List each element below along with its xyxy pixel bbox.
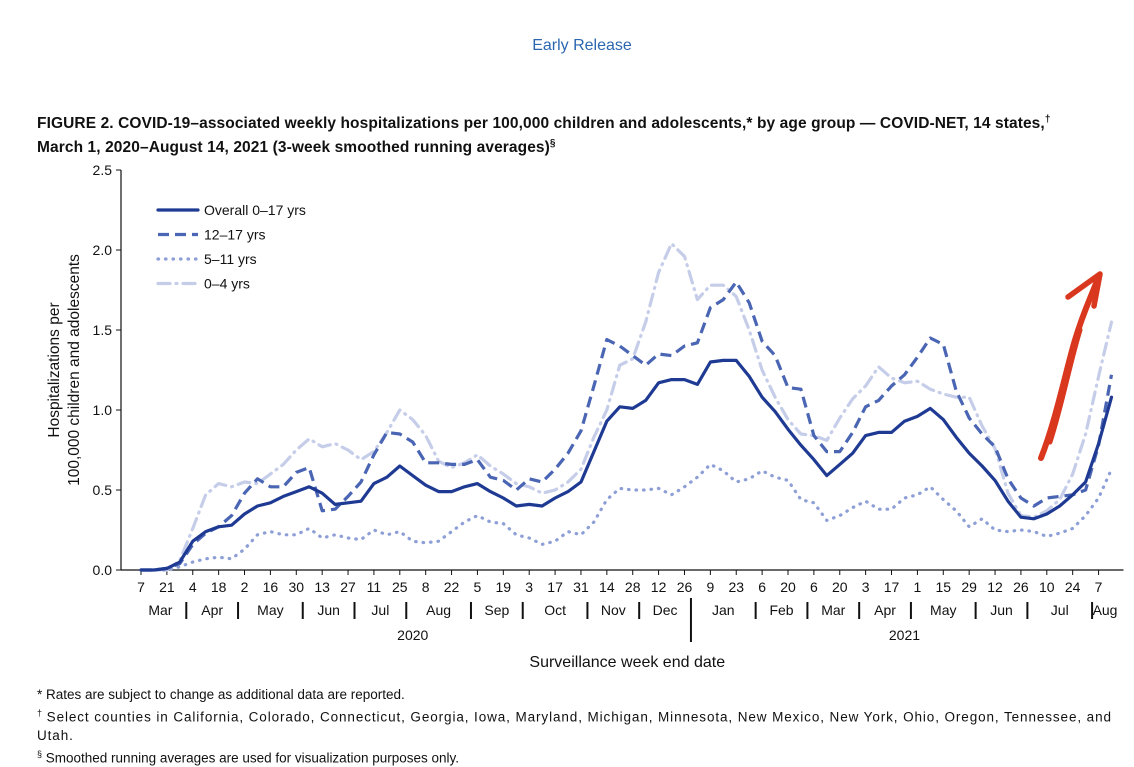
x-tick-label: 19 [496, 579, 512, 595]
x-tick-label: 6 [810, 579, 818, 595]
month-label: Dec [653, 602, 678, 618]
month-label: Nov [601, 602, 626, 618]
x-tick-label: 5 [474, 579, 482, 595]
legend-label-4: 0–4 yrs [204, 276, 250, 292]
year-label: 2020 [397, 627, 428, 643]
x-tick-label: 8 [422, 579, 430, 595]
month-label: Jan [712, 602, 735, 618]
y-tick-label: 2.0 [93, 242, 113, 258]
x-tick-label: 27 [340, 579, 356, 595]
x-tick-label: 6 [758, 579, 766, 595]
x-tick-label: 17 [884, 579, 900, 595]
y-axis-title-line2: 100,000 children and adolescents [66, 254, 83, 486]
x-tick-label: 26 [677, 579, 693, 595]
footnote-smoothing-text: Smoothed running averages are used for v… [42, 750, 459, 765]
x-tick-label: 9 [706, 579, 714, 595]
x-tick-label: 28 [625, 579, 641, 595]
x-tick-label: 22 [444, 579, 460, 595]
month-label: Aug [426, 602, 451, 618]
footnote-counties-text: Select counties in California, Colorado,… [37, 710, 1112, 743]
series-line-1 [141, 360, 1112, 570]
y-tick-label: 0.5 [93, 482, 113, 498]
x-tick-label: 30 [288, 579, 304, 595]
x-tick-label: 1 [914, 579, 922, 595]
chart-series [141, 244, 1112, 570]
x-tick-label: 7 [1095, 579, 1103, 595]
month-label: Oct [544, 602, 566, 618]
red-arrow-head [1068, 274, 1100, 306]
chart-annotation [1041, 274, 1100, 458]
footnotes: * Rates are subject to change as additio… [37, 686, 1127, 767]
x-tick-label: 29 [961, 579, 977, 595]
series-line-2 [141, 282, 1112, 570]
x-tick-label: 16 [263, 579, 279, 595]
x-axis-title: Surveillance week end date [529, 654, 725, 671]
footnote-rates: * Rates are subject to change as additio… [37, 686, 1127, 704]
y-tick-label: 1.5 [93, 322, 113, 338]
x-tick-label: 18 [211, 579, 227, 595]
x-tick-label: 2 [241, 579, 249, 595]
chart-legend: Overall 0–17 yrs 12–17 yrs 5–11 yrs 0–4 yrs [158, 202, 306, 292]
x-tick-label: 20 [832, 579, 848, 595]
series-line-3 [141, 464, 1112, 570]
month-label: May [930, 602, 956, 618]
x-tick-label: 11 [367, 579, 382, 595]
month-label: Mar [821, 602, 845, 618]
x-tick-label: 26 [1013, 579, 1029, 595]
legend-label-2: 12–17 yrs [204, 227, 265, 243]
y-axis-title-line1: Hospitalizations per [46, 302, 63, 437]
month-label: Jul [1051, 602, 1069, 618]
month-label: Jun [317, 602, 340, 618]
x-tick-label: 12 [651, 579, 667, 595]
x-tick-label: 23 [728, 579, 744, 595]
x-tick-label: 31 [573, 579, 589, 595]
month-label: May [257, 602, 283, 618]
x-tick-label: 21 [159, 579, 175, 595]
x-tick-label: 20 [780, 579, 796, 595]
x-tick-label: 15 [935, 579, 951, 595]
month-label: Apr [201, 602, 223, 618]
month-label: Jul [371, 602, 389, 618]
month-label: Aug [1093, 602, 1118, 618]
x-tick-label: 4 [189, 579, 197, 595]
month-label: Apr [874, 602, 896, 618]
y-tick-label: 2.5 [93, 162, 113, 178]
x-tick-label: 14 [599, 579, 615, 595]
x-tick-label: 12 [987, 579, 1003, 595]
month-label: Mar [148, 602, 172, 618]
y-tick-label: 1.0 [93, 402, 113, 418]
month-label: Jun [990, 602, 1013, 618]
x-tick-label: 3 [525, 579, 533, 595]
x-tick-label: 7 [137, 579, 145, 595]
x-tick-label: 13 [314, 579, 330, 595]
month-label: Feb [769, 602, 793, 618]
x-tick-label: 3 [862, 579, 870, 595]
x-tick-label: 10 [1039, 579, 1055, 595]
month-label: Sep [484, 602, 509, 618]
legend-label-1: Overall 0–17 yrs [204, 202, 306, 218]
x-tick-label: 17 [547, 579, 563, 595]
year-label: 2021 [889, 627, 920, 643]
x-tick-label: 25 [392, 579, 408, 595]
legend-label-3: 5–11 yrs [204, 251, 257, 267]
footnote-counties: † Select counties in California, Colorad… [37, 704, 1127, 745]
red-arrow-shaft-stroke2 [1050, 330, 1080, 442]
y-tick-label: 0.0 [93, 562, 113, 578]
x-tick-label: 24 [1065, 579, 1081, 595]
